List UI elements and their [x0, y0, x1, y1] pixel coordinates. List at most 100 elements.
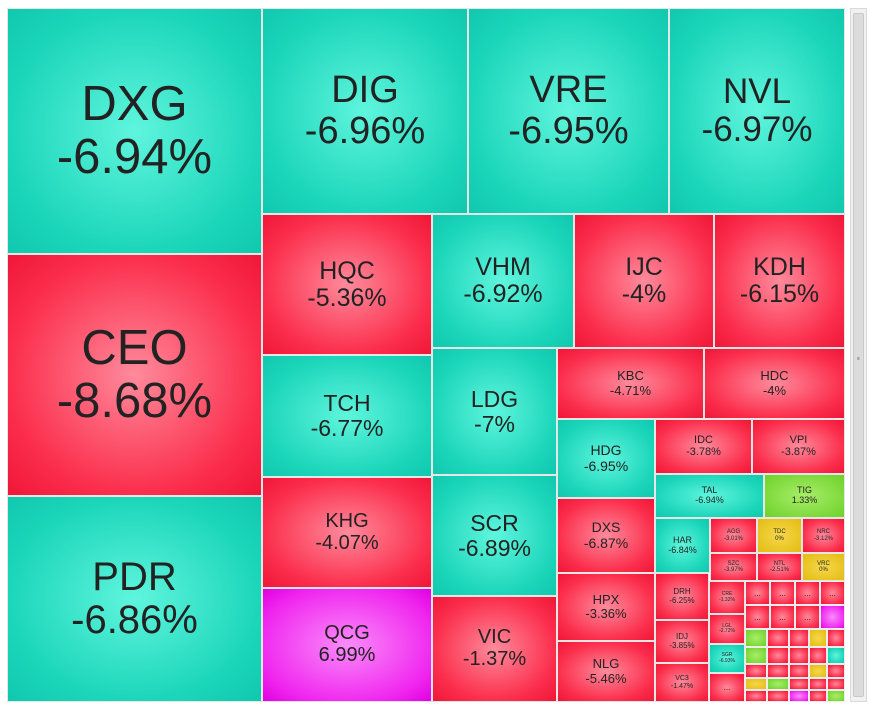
tile-mini[interactable]: [745, 629, 767, 647]
tile-symbol: VRC: [817, 560, 830, 567]
tile-mini[interactable]: [767, 678, 789, 690]
vertical-scrollbar[interactable]: ≡: [850, 8, 867, 702]
tile-LGL[interactable]: LGL -2.72%: [709, 614, 745, 644]
tile-change: -4.07%: [315, 531, 379, 554]
tile-mini[interactable]: [820, 605, 845, 629]
tile-mini[interactable]: [827, 647, 845, 664]
tile-more[interactable]: ...: [770, 605, 795, 629]
tile-mini[interactable]: [789, 664, 809, 678]
tile-SZC[interactable]: SZC -3.97%: [710, 553, 757, 581]
tile-change: -3.87%: [781, 445, 816, 458]
tile-symbol: PDR: [92, 554, 177, 599]
tile-more[interactable]: ...: [745, 581, 770, 605]
tile-TCH[interactable]: TCH -6.77%: [262, 355, 432, 477]
tile-mini[interactable]: [827, 629, 845, 647]
tile-symbol: TCH: [323, 390, 371, 417]
tile-VPI[interactable]: VPI -3.87%: [752, 419, 845, 474]
tile-NTL[interactable]: NTL -2.51%: [757, 553, 802, 581]
tile-change: -2.72%: [719, 628, 735, 634]
tile-VIC[interactable]: VIC -1.37%: [432, 596, 557, 702]
tile-mini[interactable]: [767, 629, 789, 647]
tile-VRC[interactable]: VRC 0%: [802, 553, 845, 581]
tile-mini[interactable]: [809, 690, 827, 702]
tile-mini[interactable]: [745, 664, 767, 678]
tile-HQC[interactable]: HQC -5.36%: [262, 214, 432, 355]
tile-NRC[interactable]: NRC -3.12%: [802, 518, 845, 553]
tile-symbol: NRC: [817, 529, 830, 536]
tile-LDG[interactable]: LDG -7%: [432, 348, 557, 475]
scrollbar-thumb[interactable]: ≡: [853, 13, 864, 697]
tile-VRE[interactable]: VRE -6.95%: [468, 8, 669, 214]
tile-mini[interactable]: [767, 690, 789, 702]
tile-CEO[interactable]: CEO -8.68%: [7, 254, 262, 496]
tile-mini[interactable]: [745, 647, 767, 664]
tile-TIG[interactable]: TIG 1.33%: [764, 474, 845, 518]
tile-TAL[interactable]: TAL -6.94%: [655, 474, 764, 518]
tile-more[interactable]: ...: [770, 581, 795, 605]
tile-change: -6.92%: [463, 280, 543, 308]
tile-CRE[interactable]: CRE -1.32%: [709, 581, 745, 614]
tile-KDH[interactable]: KDH -6.15%: [714, 214, 845, 348]
tile-change: -3.01%: [723, 535, 743, 542]
tile-HPX[interactable]: HPX -3.36%: [557, 573, 655, 641]
tile-mini[interactable]: [789, 678, 809, 690]
tile-mini[interactable]: [789, 647, 809, 664]
tile-QCG[interactable]: QCG 6.99%: [262, 588, 432, 702]
tile-mini[interactable]: [827, 664, 845, 678]
tile-change: -3.36%: [585, 606, 627, 621]
tile-SGR[interactable]: SGR -6.93%: [709, 644, 745, 673]
tile-mini[interactable]: [827, 690, 845, 702]
tile-change: -5.36%: [307, 283, 387, 312]
tile-DXS[interactable]: DXS -6.87%: [557, 498, 655, 573]
tile-NLG[interactable]: NLG -5.46%: [557, 641, 655, 702]
tile-mini[interactable]: [745, 678, 767, 690]
tile-HDG[interactable]: HDG -6.95%: [557, 419, 655, 498]
tile-change: -4.71%: [609, 382, 652, 398]
tile-DXG[interactable]: DXG -6.94%: [7, 8, 262, 254]
tile-mini[interactable]: [745, 690, 767, 702]
tile-DRH[interactable]: DRH -6.25%: [655, 573, 709, 620]
tile-AGG[interactable]: AGG -3.01%: [710, 518, 757, 553]
tile-change: -6.95%: [583, 457, 629, 474]
tile-KHG[interactable]: KHG -4.07%: [262, 477, 432, 588]
tile-NVL[interactable]: NVL -6.97%: [669, 8, 845, 214]
tile-PDR[interactable]: PDR -6.86%: [7, 496, 262, 702]
tile-mini[interactable]: [809, 678, 827, 690]
tile-change: -6.25%: [669, 595, 695, 605]
tile-mini[interactable]: [809, 629, 827, 647]
tile-symbol: NVL: [722, 72, 792, 112]
tile-more[interactable]: ...: [745, 605, 770, 629]
tile-symbol: TDC: [773, 529, 786, 536]
tile-change: -1.37%: [462, 648, 527, 670]
tile-VC3[interactable]: VC3 -1.47%: [655, 663, 709, 702]
tile-IJC[interactable]: IJC -4%: [574, 214, 714, 348]
tile-IDJ[interactable]: IDJ -3.85%: [655, 620, 709, 663]
tile-mini[interactable]: [809, 647, 827, 664]
tile-SCR[interactable]: SCR -6.89%: [432, 475, 557, 596]
tile-symbol: HDC: [760, 368, 789, 384]
tile-symbol: KDH: [753, 253, 806, 281]
tile-KBC[interactable]: KBC -4.71%: [557, 348, 704, 419]
tile-mini[interactable]: [767, 664, 789, 678]
tile-change: -6.97%: [701, 110, 813, 149]
tile-mini[interactable]: [809, 664, 827, 678]
tile-mini[interactable]: [827, 678, 845, 690]
tile-HAR[interactable]: HAR -6.84%: [655, 518, 710, 573]
tile-HDC[interactable]: HDC -4%: [704, 348, 845, 419]
tile-IDC[interactable]: IDC -3.78%: [655, 419, 752, 474]
tile-change: -6.95%: [508, 110, 629, 152]
tile-symbol: IDJ: [676, 631, 688, 641]
tile-VHM[interactable]: VHM -6.92%: [432, 214, 574, 348]
tile-symbol: TIG: [797, 485, 812, 496]
tile-more[interactable]: ...: [795, 581, 820, 605]
tile-more[interactable]: ...: [820, 581, 845, 605]
tile-mini[interactable]: [767, 647, 789, 664]
tile-symbol: LDG: [470, 385, 519, 412]
tile-mini[interactable]: [789, 690, 809, 702]
tile-more[interactable]: ...: [709, 673, 745, 702]
tile-more[interactable]: ...: [795, 605, 820, 629]
tile-TDC[interactable]: TDC 0%: [757, 518, 802, 553]
tile-symbol: HAR: [672, 534, 692, 545]
tile-mini[interactable]: [789, 629, 809, 647]
tile-DIG[interactable]: DIG -6.96%: [262, 8, 468, 214]
